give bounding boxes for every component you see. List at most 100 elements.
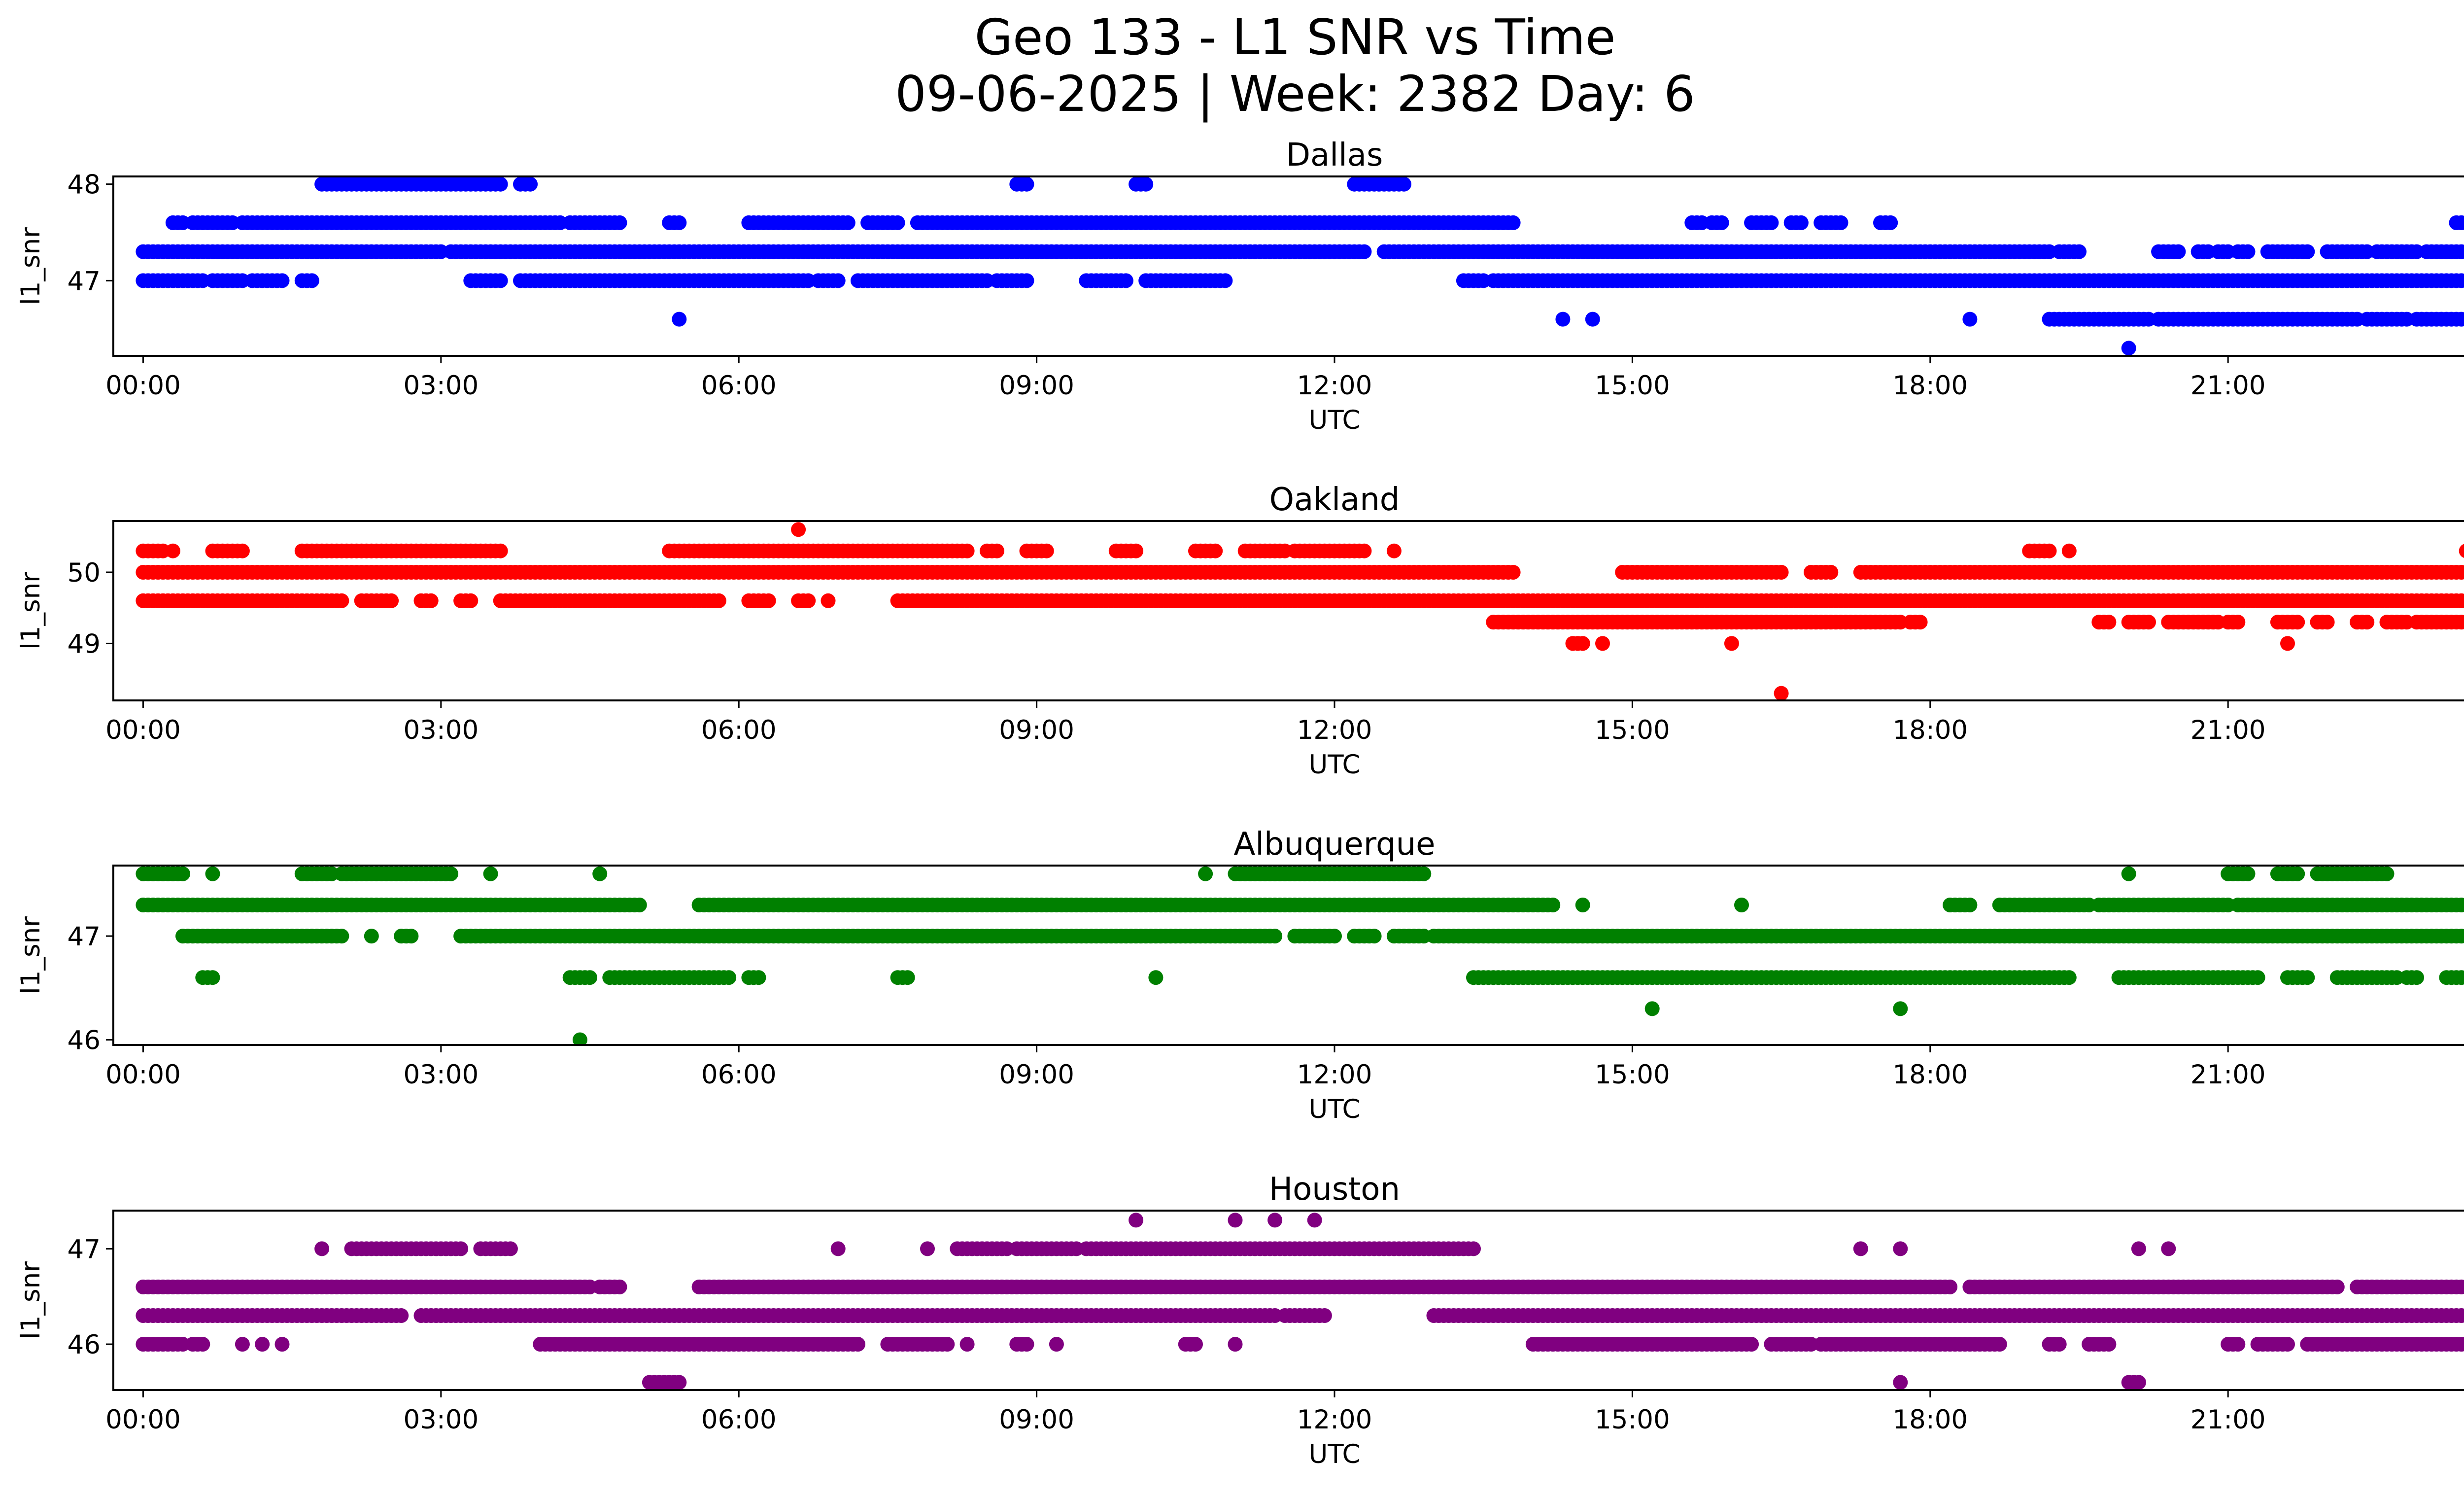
- data-point: [592, 866, 608, 881]
- data-point: [2459, 215, 2464, 230]
- data-point: [711, 593, 726, 608]
- data-point: [463, 593, 479, 608]
- x-tick-label: 03:00: [403, 1060, 479, 1090]
- data-point: [423, 593, 439, 608]
- data-point: [334, 929, 349, 944]
- data-point: [721, 970, 737, 985]
- data-point: [195, 1337, 210, 1352]
- y-axis-label: l1_snr: [16, 572, 46, 650]
- data-point: [2459, 244, 2464, 259]
- data-point: [612, 215, 627, 230]
- data-point: [2230, 1337, 2246, 1352]
- data-point: [1267, 1213, 1283, 1228]
- data-point: [851, 1337, 865, 1352]
- data-point: [2042, 543, 2057, 558]
- data-point: [205, 866, 220, 881]
- data-point: [2101, 615, 2117, 630]
- data-point: [444, 866, 458, 881]
- data-point: [334, 593, 349, 608]
- data-point: [1585, 312, 1600, 327]
- data-point: [1913, 615, 1928, 630]
- data-point: [2230, 615, 2246, 630]
- data-point: [304, 273, 319, 288]
- figure-title-line-2: 09-06-2025 | Week: 2382 Day: 6: [895, 65, 1695, 123]
- data-point: [523, 176, 538, 192]
- data-point: [1734, 898, 1749, 912]
- data-point: [1774, 686, 1789, 700]
- scatter-points: [136, 1213, 2464, 1390]
- data-point: [1506, 565, 1521, 580]
- data-point: [1575, 636, 1590, 651]
- data-point: [1893, 1241, 1908, 1256]
- data-point: [1327, 929, 1342, 944]
- data-point: [2459, 1308, 2464, 1323]
- data-point: [1317, 1308, 1332, 1323]
- data-point: [2459, 312, 2464, 326]
- data-point: [920, 1241, 935, 1256]
- data-point: [2161, 1241, 2176, 1256]
- data-point: [1019, 273, 1034, 288]
- scatter-points: [136, 866, 2464, 1045]
- data-point: [503, 1241, 518, 1256]
- data-point: [2052, 1337, 2067, 1352]
- y-axis-label: l1_snr: [16, 916, 46, 994]
- data-point: [2360, 615, 2375, 630]
- data-point: [2131, 1241, 2146, 1256]
- x-tick-label: 15:00: [1595, 371, 1670, 401]
- data-point: [1049, 1337, 1064, 1352]
- data-point: [830, 1241, 846, 1256]
- x-tick-label: 18:00: [1892, 371, 1968, 401]
- data-point: [1793, 215, 1809, 230]
- x-tick-label: 00:00: [105, 371, 181, 401]
- data-point: [2290, 615, 2305, 630]
- x-tick-label: 12:00: [1297, 715, 1372, 745]
- data-point: [1397, 176, 1411, 192]
- x-tick-label: 12:00: [1297, 371, 1372, 401]
- data-point: [453, 1241, 469, 1256]
- data-point: [1506, 215, 1521, 230]
- data-point: [1962, 312, 1978, 327]
- data-point: [612, 1279, 627, 1294]
- data-point: [990, 543, 1004, 558]
- y-tick-label: 49: [68, 629, 101, 659]
- data-point: [2459, 544, 2464, 558]
- x-tick-label: 03:00: [403, 715, 479, 745]
- x-tick-label: 15:00: [1595, 715, 1670, 745]
- data-point: [751, 970, 766, 985]
- data-point: [2459, 1280, 2464, 1294]
- x-tick-label: 00:00: [105, 1060, 181, 1090]
- data-point: [2459, 970, 2464, 985]
- y-axis-label: l1_snr: [16, 227, 46, 305]
- data-point: [364, 929, 379, 944]
- data-point: [2141, 615, 2156, 630]
- x-tick-label: 06:00: [701, 1060, 777, 1090]
- data-point: [2061, 970, 2077, 985]
- data-point: [1644, 1001, 1660, 1016]
- x-tick-label: 21:00: [2190, 715, 2266, 745]
- data-point: [1267, 929, 1283, 944]
- data-point: [1416, 866, 1432, 881]
- data-point: [830, 273, 846, 288]
- data-point: [1228, 1213, 1243, 1228]
- data-point: [959, 1337, 975, 1352]
- data-point: [1764, 215, 1779, 230]
- data-point: [2409, 970, 2424, 985]
- data-point: [1129, 543, 1144, 558]
- y-tick-label: 46: [68, 1025, 101, 1055]
- data-point: [672, 215, 687, 230]
- data-point: [890, 215, 905, 230]
- data-point: [1019, 176, 1034, 192]
- x-tick-label: 03:00: [403, 371, 479, 401]
- data-point: [2379, 866, 2395, 881]
- x-tick-label: 09:00: [999, 371, 1074, 401]
- data-point: [1118, 273, 1133, 288]
- data-point: [1962, 898, 1978, 912]
- data-point: [2121, 341, 2136, 356]
- x-tick-label: 21:00: [2190, 1060, 2266, 1090]
- data-point: [2459, 929, 2464, 943]
- y-tick-label: 50: [68, 558, 101, 588]
